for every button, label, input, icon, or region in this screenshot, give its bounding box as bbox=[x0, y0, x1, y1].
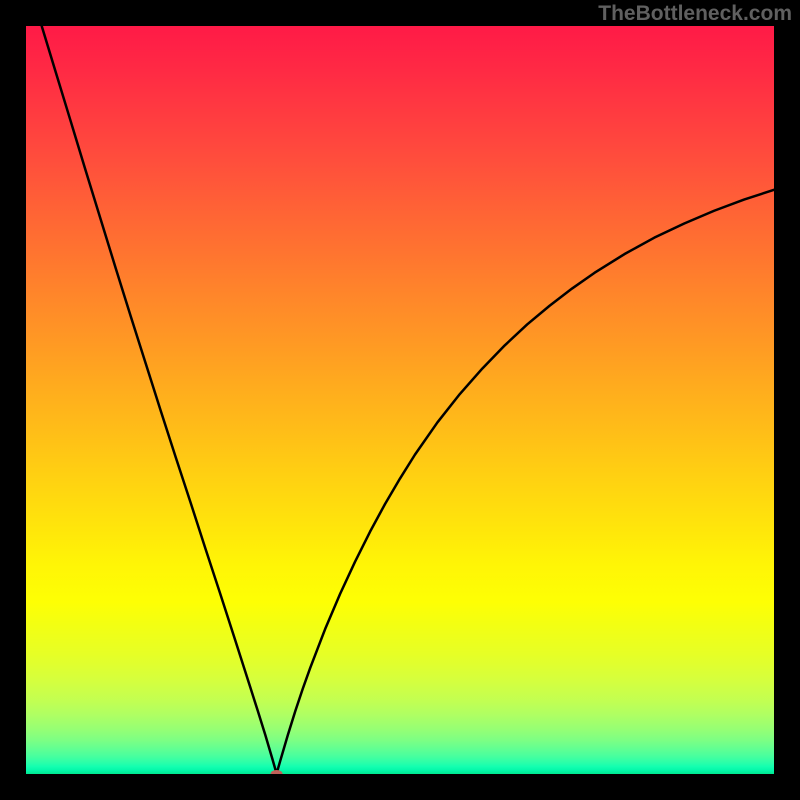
plot-area bbox=[26, 26, 774, 774]
chart-svg bbox=[26, 26, 774, 774]
gradient-background bbox=[26, 26, 774, 774]
chart-frame: TheBottleneck.com bbox=[0, 0, 800, 800]
watermark-text: TheBottleneck.com bbox=[598, 2, 792, 26]
